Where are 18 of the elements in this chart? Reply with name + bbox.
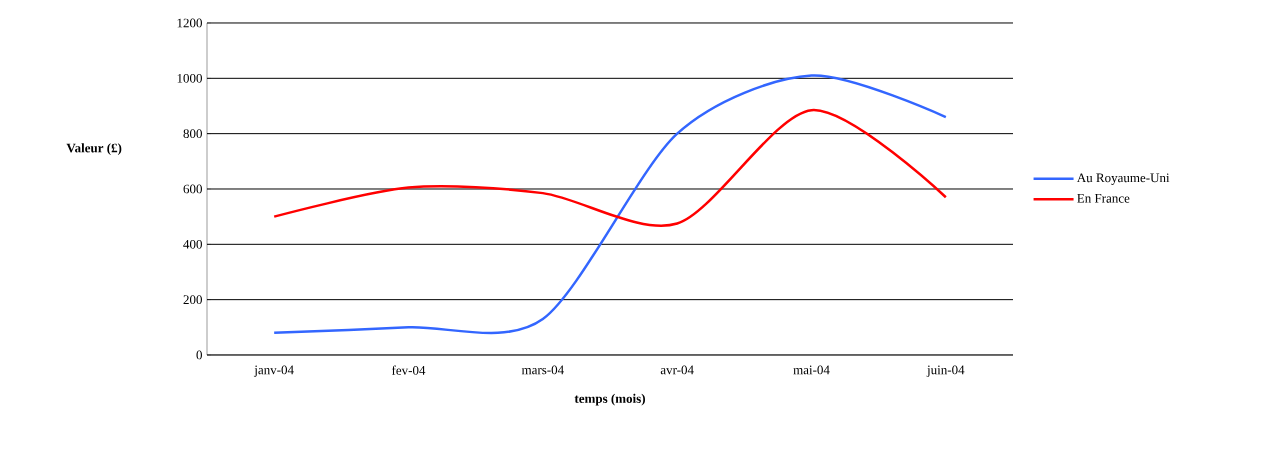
legend-label: En France	[1077, 194, 1130, 203]
line-series	[272, 74, 948, 335]
y-tick-label: 800	[183, 129, 202, 139]
x-tick-label: avr-04	[660, 365, 694, 375]
y-tick-label: 1000	[177, 73, 202, 83]
y-axis-title: Valeur (£)	[66, 143, 122, 156]
y-tick-label: 1200	[177, 18, 202, 28]
x-tick-label: mars-04	[521, 365, 564, 375]
legend-label: Au Royaume-Uni	[1076, 173, 1170, 185]
x-tick-label: fev-04	[391, 365, 426, 375]
y-tick-label: 0	[196, 350, 202, 360]
x-tick-label: janv-04	[253, 365, 294, 377]
x-axis-title: temps (mois)	[574, 393, 645, 406]
y-tick-label: 200	[183, 295, 202, 305]
y-tick-label: 600	[183, 184, 202, 194]
x-tick-label: juin-04	[926, 365, 965, 377]
y-tick-label: 400	[183, 239, 202, 249]
x-tick-label: mai-04	[793, 365, 830, 375]
